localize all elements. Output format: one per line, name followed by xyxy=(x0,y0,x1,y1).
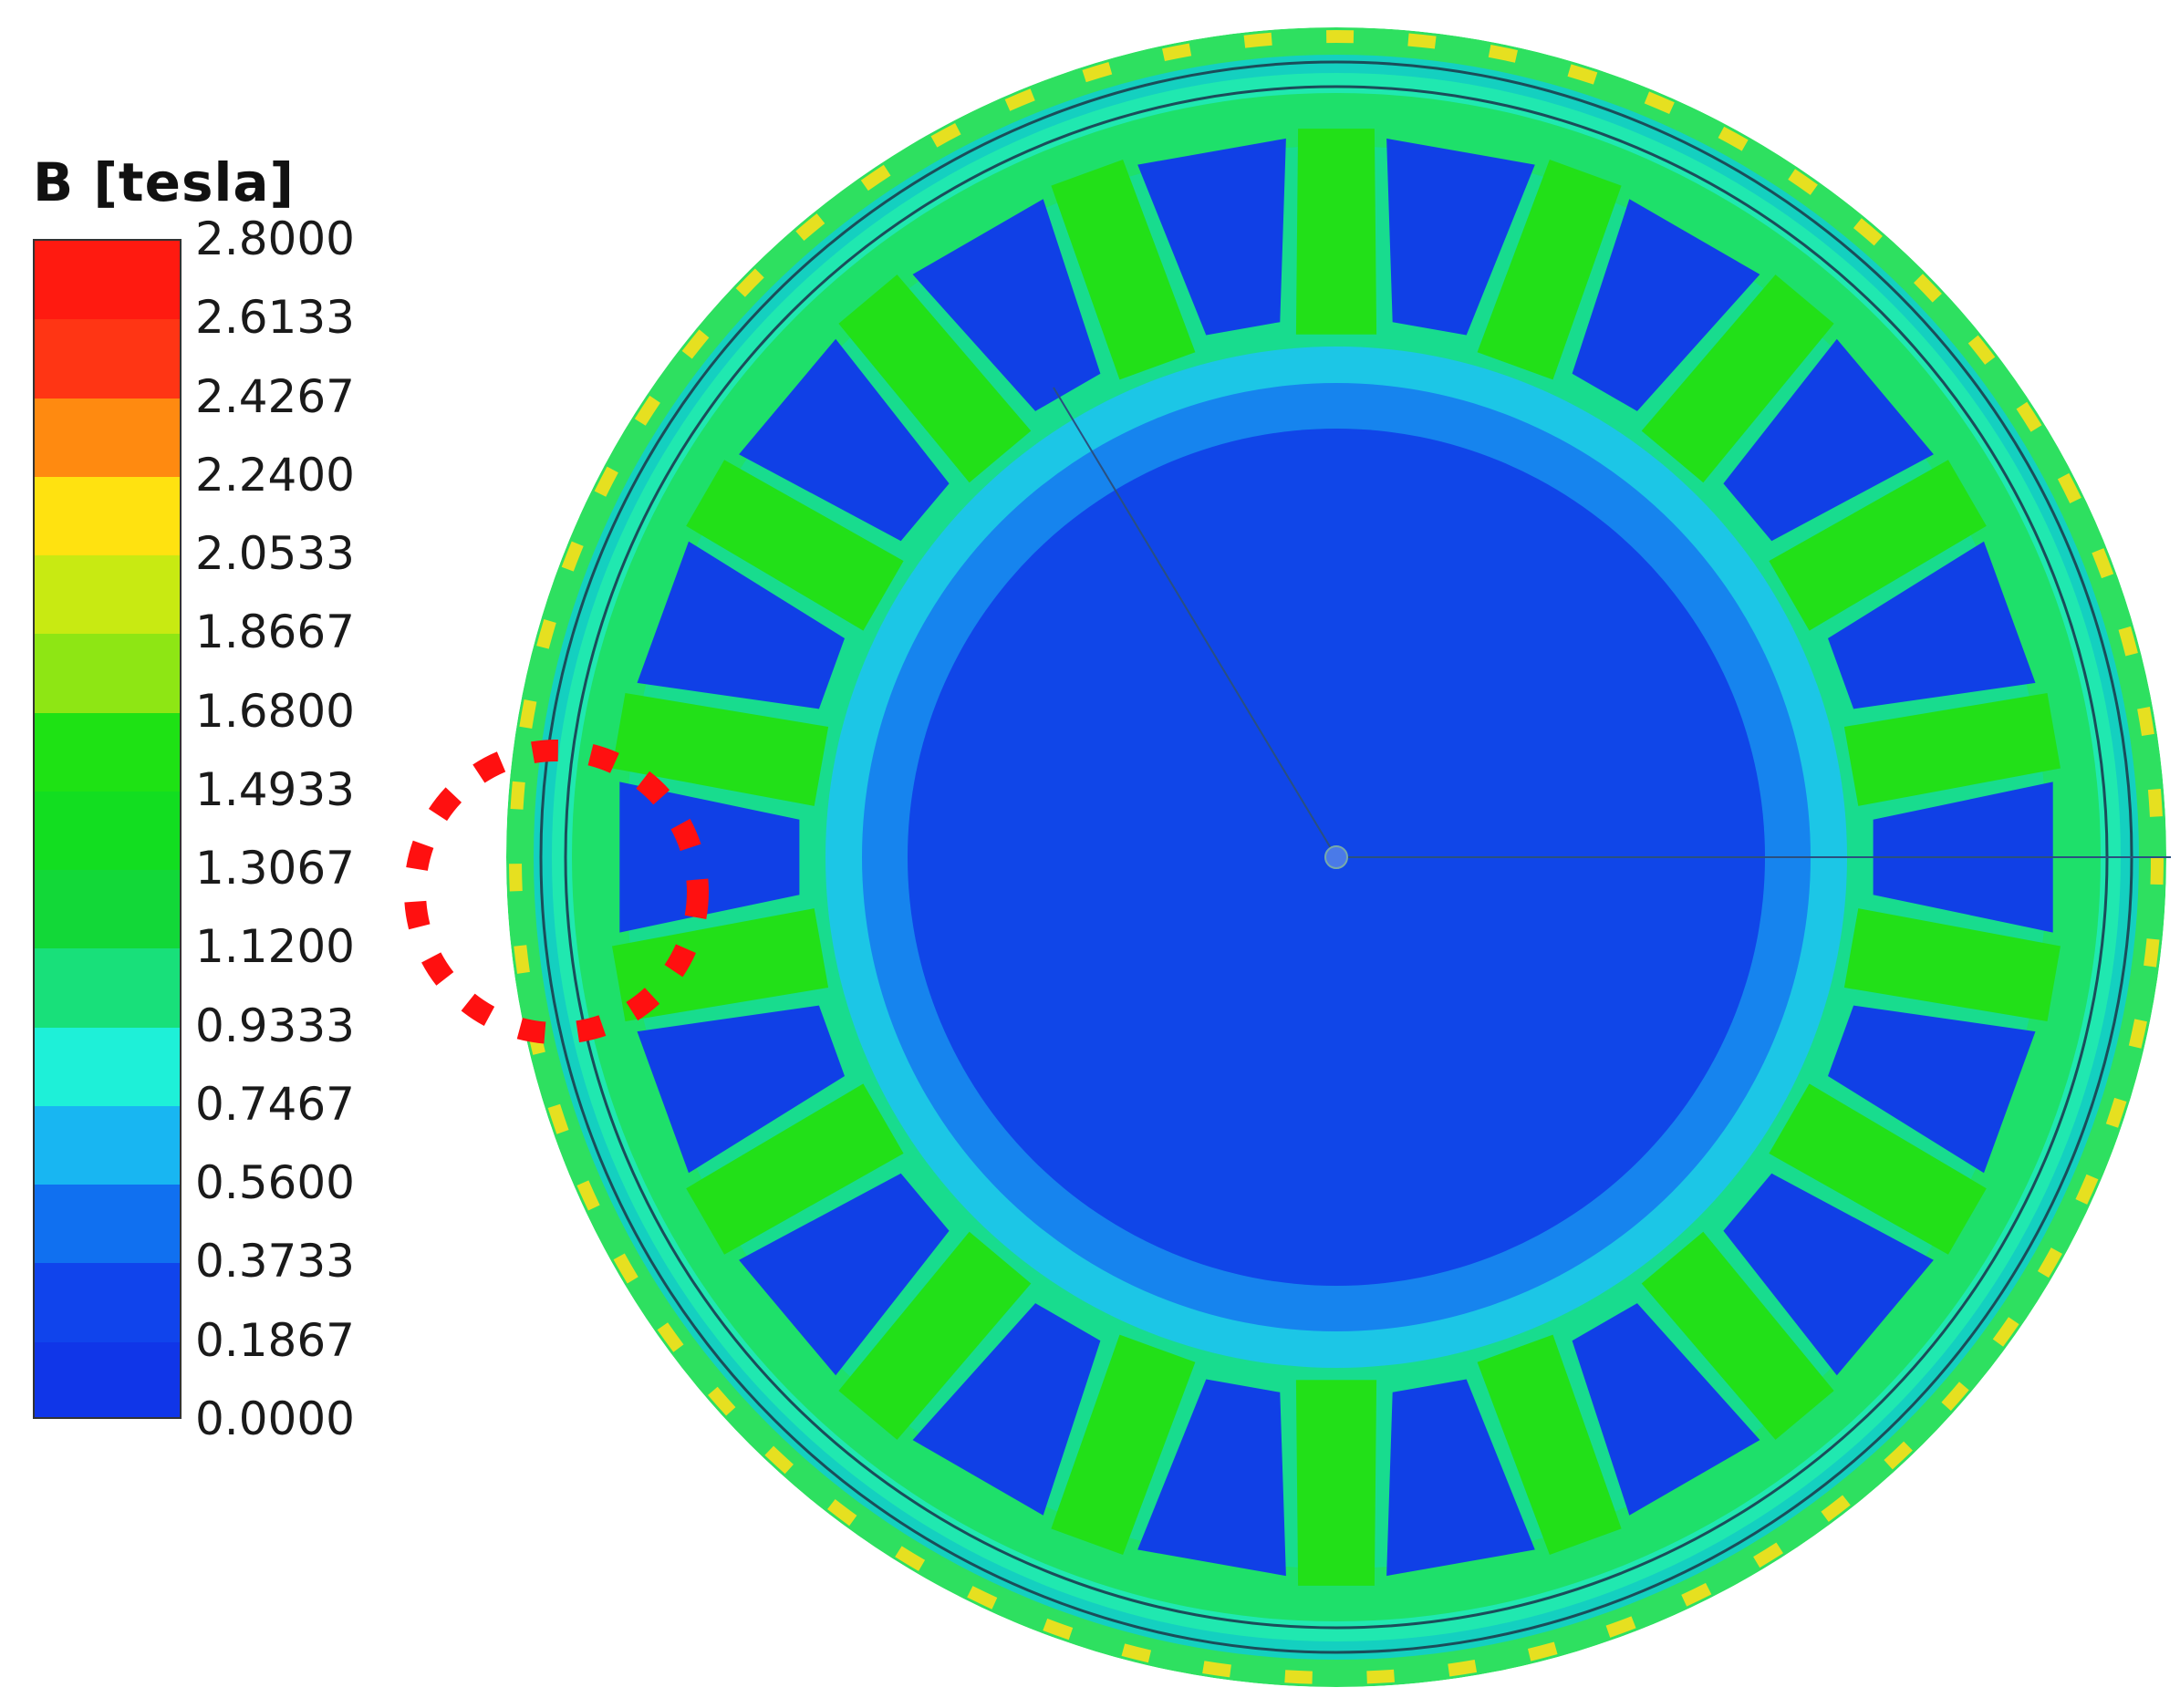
scale-tick-label: 1.6800 xyxy=(195,684,355,738)
scale-tick-label: 0.7467 xyxy=(195,1077,355,1131)
stator-tooth xyxy=(1295,129,1377,335)
color-band xyxy=(35,319,180,399)
stator-tooth xyxy=(686,1083,904,1255)
stator-slot xyxy=(637,541,845,709)
color-band xyxy=(35,634,180,714)
color-band xyxy=(35,398,180,478)
color-band xyxy=(35,1185,180,1265)
stator-slot xyxy=(739,338,950,542)
scale-tick-label: 2.4267 xyxy=(195,369,355,423)
stator-slot xyxy=(1137,1379,1286,1577)
scale-tick-label: 0.1867 xyxy=(195,1313,355,1367)
scale-tick-label: 0.5600 xyxy=(195,1156,355,1210)
annotation-dashed-circle xyxy=(404,740,709,1044)
color-band xyxy=(35,1263,180,1343)
stator-slot xyxy=(1723,338,1934,542)
stator-tooth xyxy=(1843,693,2061,806)
center-marker xyxy=(1324,845,1348,869)
stator-slot xyxy=(1386,138,1535,336)
stator-tooth xyxy=(612,693,829,806)
stator-tooth xyxy=(686,460,904,631)
stator-slot xyxy=(619,782,800,933)
stator-tooth xyxy=(1477,160,1622,380)
stator-tooth xyxy=(1641,1231,1834,1440)
stator-slot xyxy=(739,1173,950,1376)
stator-tooth xyxy=(1477,1334,1622,1555)
scale-tick-label: 0.0000 xyxy=(195,1392,355,1445)
stator-slot xyxy=(1828,541,2036,709)
color-band xyxy=(35,712,180,792)
stator-slot xyxy=(1386,1379,1535,1577)
stator-slot xyxy=(1828,1005,2036,1174)
color-band xyxy=(35,1341,180,1417)
color-band xyxy=(35,476,180,557)
stator-tooth xyxy=(838,274,1032,483)
color-band xyxy=(35,1027,180,1107)
color-band xyxy=(35,791,180,872)
stator-tooth xyxy=(1295,1380,1377,1586)
stator-slot xyxy=(1572,199,1760,411)
stator-slot xyxy=(1572,1303,1760,1516)
color-band xyxy=(35,948,180,1029)
stator-tooth xyxy=(1769,460,1987,631)
scale-tick-label: 1.4933 xyxy=(195,762,355,816)
color-band xyxy=(35,241,180,321)
color-band xyxy=(35,870,180,950)
scale-tick-label: 0.9333 xyxy=(195,999,355,1052)
scale-tick-label: 2.0533 xyxy=(195,527,355,581)
scale-tick-label: 1.8667 xyxy=(195,606,355,659)
scale-tick-label: 0.3733 xyxy=(195,1235,355,1289)
scale-tick-label: 1.1200 xyxy=(195,920,355,974)
stator-slot xyxy=(912,199,1101,411)
stator-slot xyxy=(1723,1173,1934,1376)
sector-line xyxy=(1053,387,1337,858)
stator-slot xyxy=(1137,138,1286,336)
color-band xyxy=(35,555,180,636)
stator-tooth xyxy=(838,1231,1032,1440)
scale-tick-label: 2.8000 xyxy=(195,212,355,265)
stator-tooth xyxy=(612,908,829,1021)
legend-title: B [tesla] xyxy=(33,151,296,213)
stator-tooth xyxy=(1051,160,1196,380)
stator-slot xyxy=(637,1005,845,1174)
stator-tooth xyxy=(1843,908,2061,1021)
stator-tooth xyxy=(1769,1083,1987,1255)
stator-slot xyxy=(912,1303,1101,1516)
color-scale-bar xyxy=(33,239,182,1419)
stator-tooth xyxy=(1051,1334,1196,1555)
stator-tooth xyxy=(1641,274,1834,483)
scale-tick-label: 1.3067 xyxy=(195,842,355,895)
scale-tick-label: 2.6133 xyxy=(195,291,355,345)
color-band xyxy=(35,1105,180,1186)
scale-tick-label: 2.2400 xyxy=(195,448,355,502)
